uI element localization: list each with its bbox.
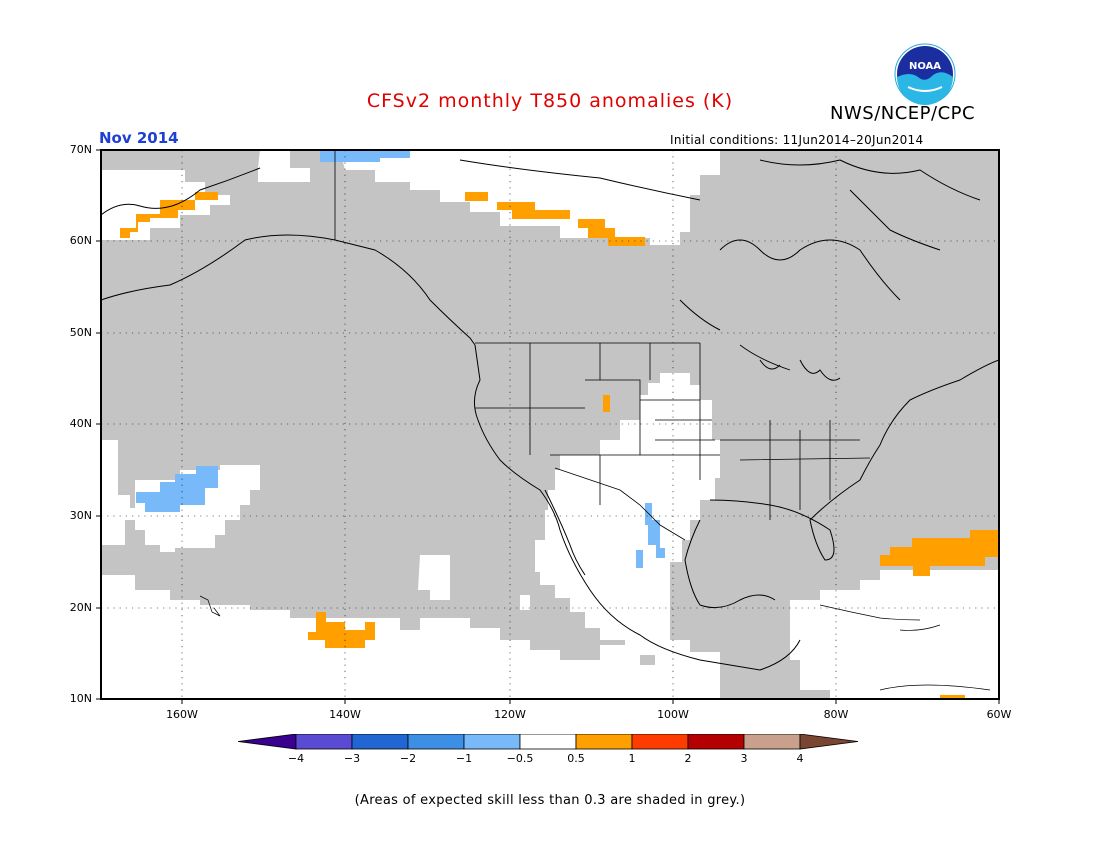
islands (199, 595, 991, 691)
lon-label: 120W (494, 708, 526, 721)
lat-label: 20N (69, 601, 92, 614)
colorbar-arrow-right (799, 734, 859, 750)
lon-label: 60W (986, 708, 1012, 721)
lon-label: 160W (166, 708, 198, 721)
noaa-logo: NOAA (894, 43, 956, 105)
logo-text: NOAA (909, 61, 941, 72)
lat-label: 50N (69, 326, 92, 339)
initial-conditions: Initial conditions: 11Jun2014–20Jun2014 (670, 133, 924, 147)
lon-label: 80W (823, 708, 849, 721)
organization-label: NWS/NCEP/CPC (830, 103, 976, 124)
footnote: (Areas of expected skill less than 0.3 a… (354, 793, 746, 808)
cool-anomaly-regions (136, 150, 665, 568)
colorbar-label: 1 (628, 752, 636, 765)
colorbar-label: −3 (343, 752, 361, 765)
lat-label: 70N (69, 143, 92, 156)
colorbar-label: −1 (455, 752, 473, 765)
lat-label: 30N (69, 509, 92, 522)
colorbar-arrow-left (238, 734, 297, 750)
colorbar-label: 3 (740, 752, 748, 765)
chart-title: CFSv2 monthly T850 anomalies (K) (366, 90, 734, 112)
lat-label: 10N (69, 692, 92, 705)
colorbar (238, 734, 859, 750)
colorbar-label: 2 (684, 752, 692, 765)
colorbar-label: −0.5 (506, 752, 534, 765)
lon-label: 100W (657, 708, 689, 721)
colorbar-label: −4 (287, 752, 305, 765)
colorbar-label: 0.5 (567, 752, 585, 765)
coastlines (101, 159, 999, 671)
lat-label: 40N (69, 417, 92, 430)
grid-lines (101, 150, 999, 699)
political-borders (334, 150, 871, 541)
warm-anomaly-regions (120, 192, 999, 699)
lat-label: 60N (69, 234, 92, 247)
axis-ticks (96, 149, 1000, 704)
lon-label: 140W (329, 708, 361, 721)
colorbar-label: 4 (796, 752, 804, 765)
colorbar-label: −2 (399, 752, 417, 765)
forecast-month: Nov 2014 (99, 129, 179, 147)
